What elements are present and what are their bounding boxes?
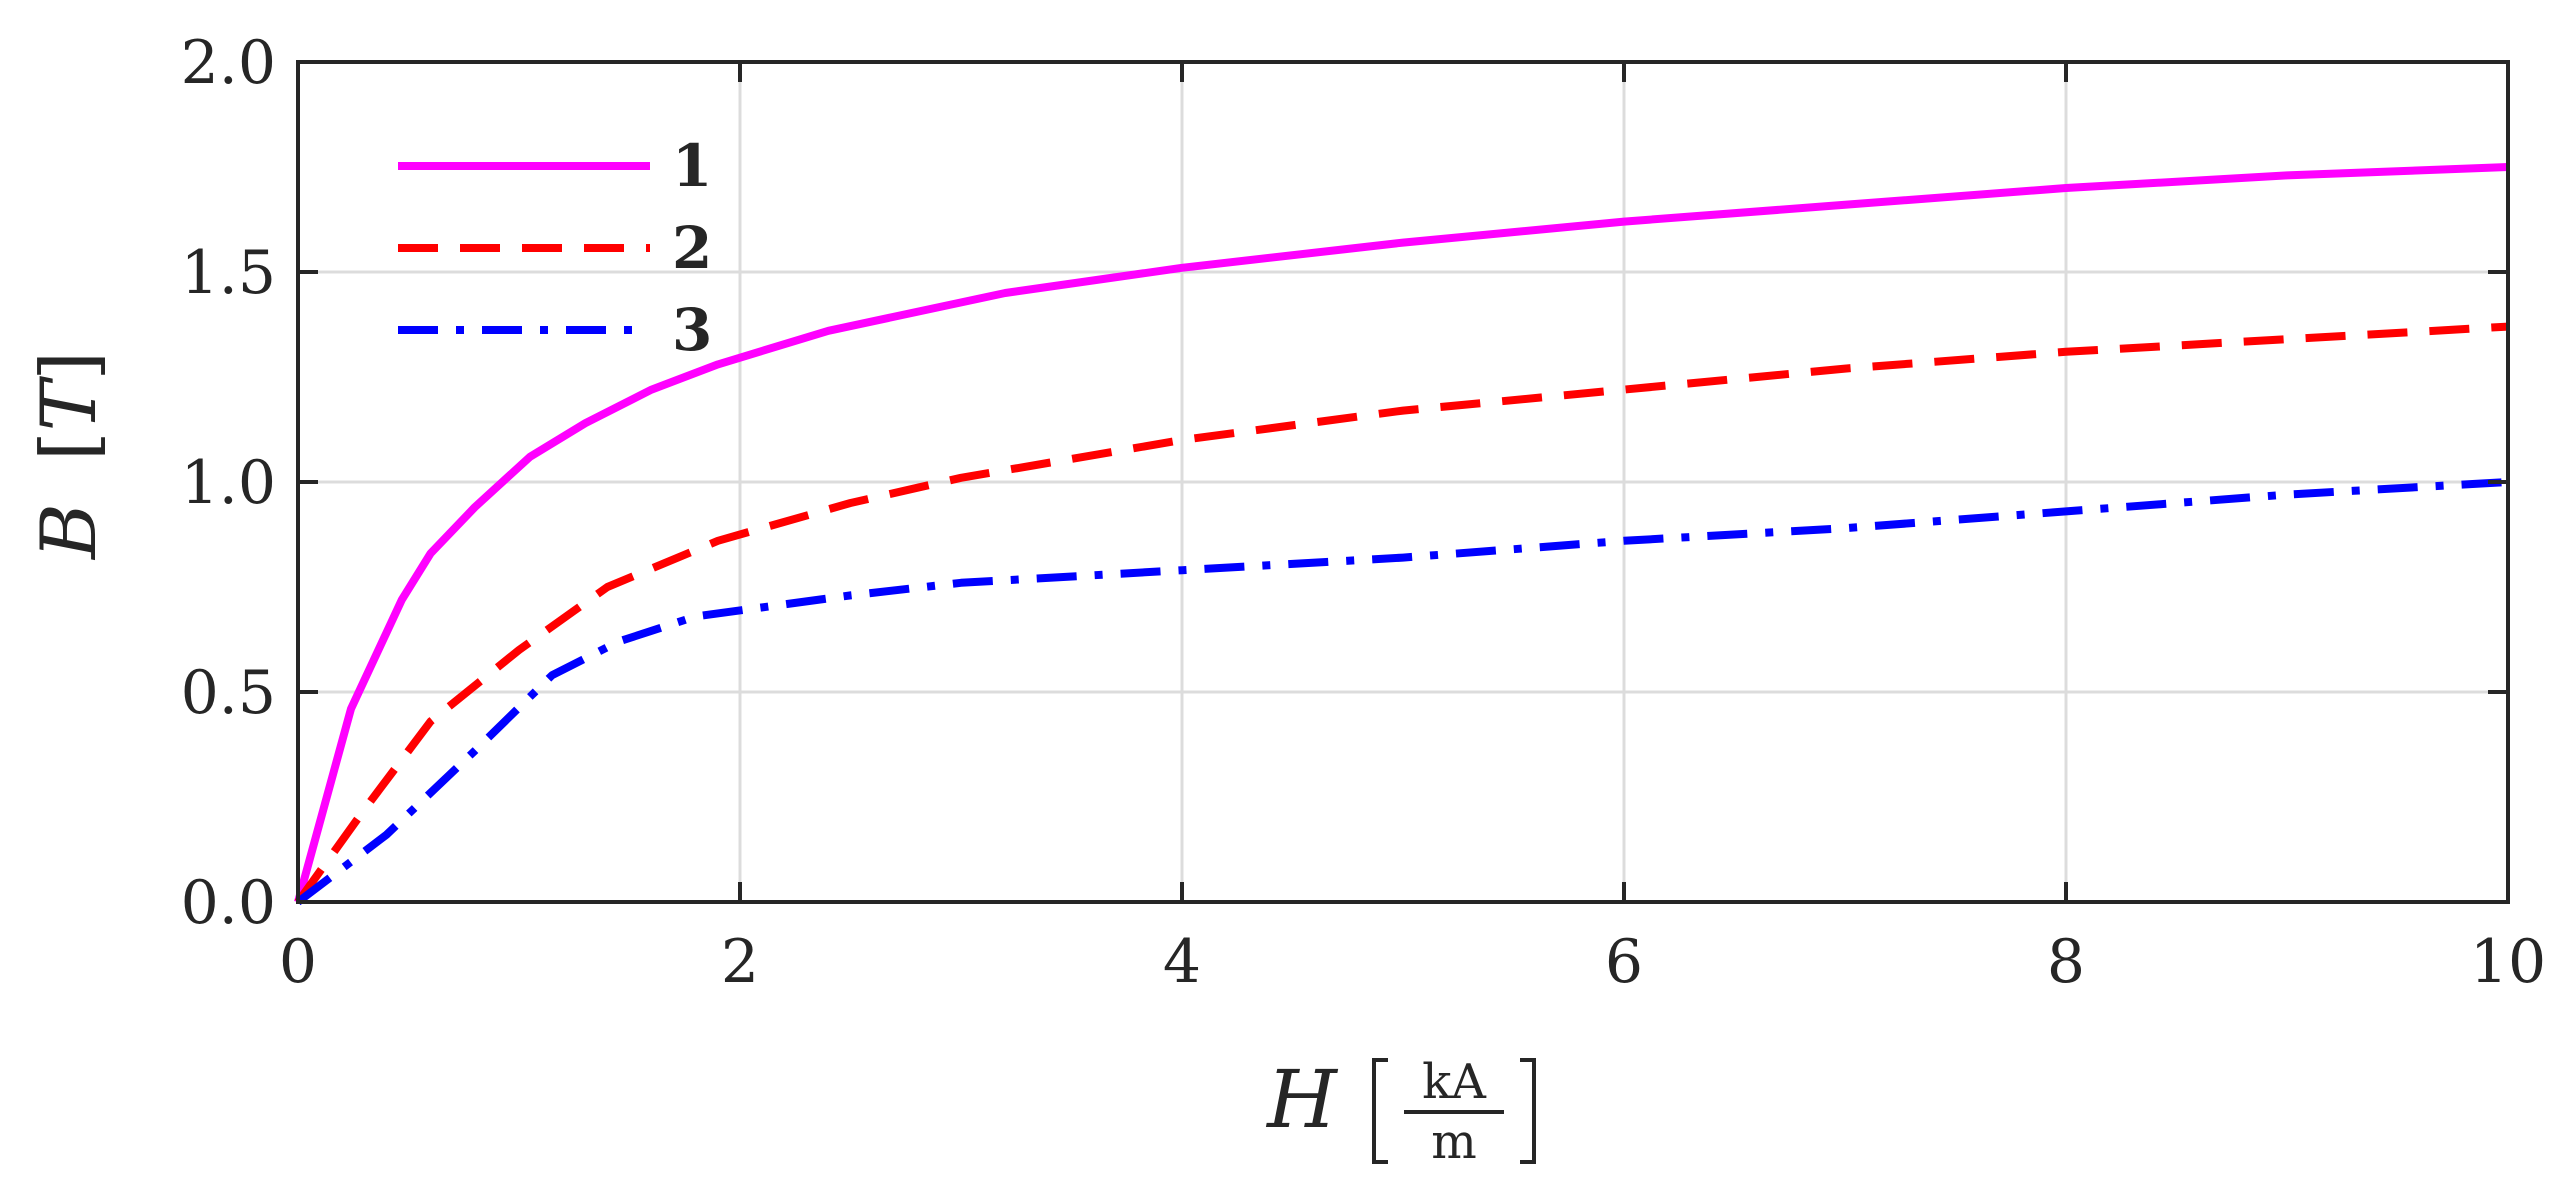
x-tick-label: 8: [2047, 927, 2085, 997]
y-tick-label: 0.0: [181, 868, 276, 938]
y-axis-symbol: B: [24, 503, 113, 561]
x-tick-label: 10: [2470, 927, 2546, 997]
x-tick-label: 4: [1163, 927, 1201, 997]
series-line-2: [294, 322, 2509, 905]
y-tick-label: 1.0: [181, 448, 276, 518]
y-axis-title: B [T]: [24, 351, 113, 561]
x-axis-title: H kA m: [1265, 1053, 1536, 1170]
y-tick-label: 1.5: [181, 238, 276, 308]
x-axis-unit-numerator: kA: [1422, 1054, 1487, 1110]
x-axis-symbol: H: [1265, 1053, 1339, 1146]
x-axis-left-bracket: [1372, 1058, 1388, 1164]
x-tick-labels: 0 2 4 6 8 10: [279, 927, 2546, 997]
legend-label-2: 2: [672, 214, 712, 282]
x-axis-unit-denominator: m: [1431, 1114, 1477, 1170]
y-axis-unit: T: [24, 375, 113, 431]
x-axis-right-bracket: [1520, 1058, 1536, 1164]
axis-ticks: [296, 60, 2510, 904]
series-lines: [294, 163, 2509, 906]
svg-text:B [T]: B [T]: [24, 351, 113, 561]
x-tick-label: 0: [279, 927, 317, 997]
series-line-1: [294, 163, 2509, 904]
x-tick-label: 6: [1605, 927, 1643, 997]
y-tick-label: 0.5: [181, 658, 276, 728]
series-line-3: [295, 478, 2509, 906]
legend: 1 2 3: [398, 132, 712, 364]
legend-label-3: 3: [672, 296, 712, 364]
y-tick-labels: 0.0 0.5 1.0 1.5 2.0: [181, 28, 276, 938]
x-tick-label: 2: [721, 927, 759, 997]
legend-label-1: 1: [672, 132, 712, 200]
grid: [298, 62, 2508, 902]
y-tick-label: 2.0: [181, 28, 276, 98]
